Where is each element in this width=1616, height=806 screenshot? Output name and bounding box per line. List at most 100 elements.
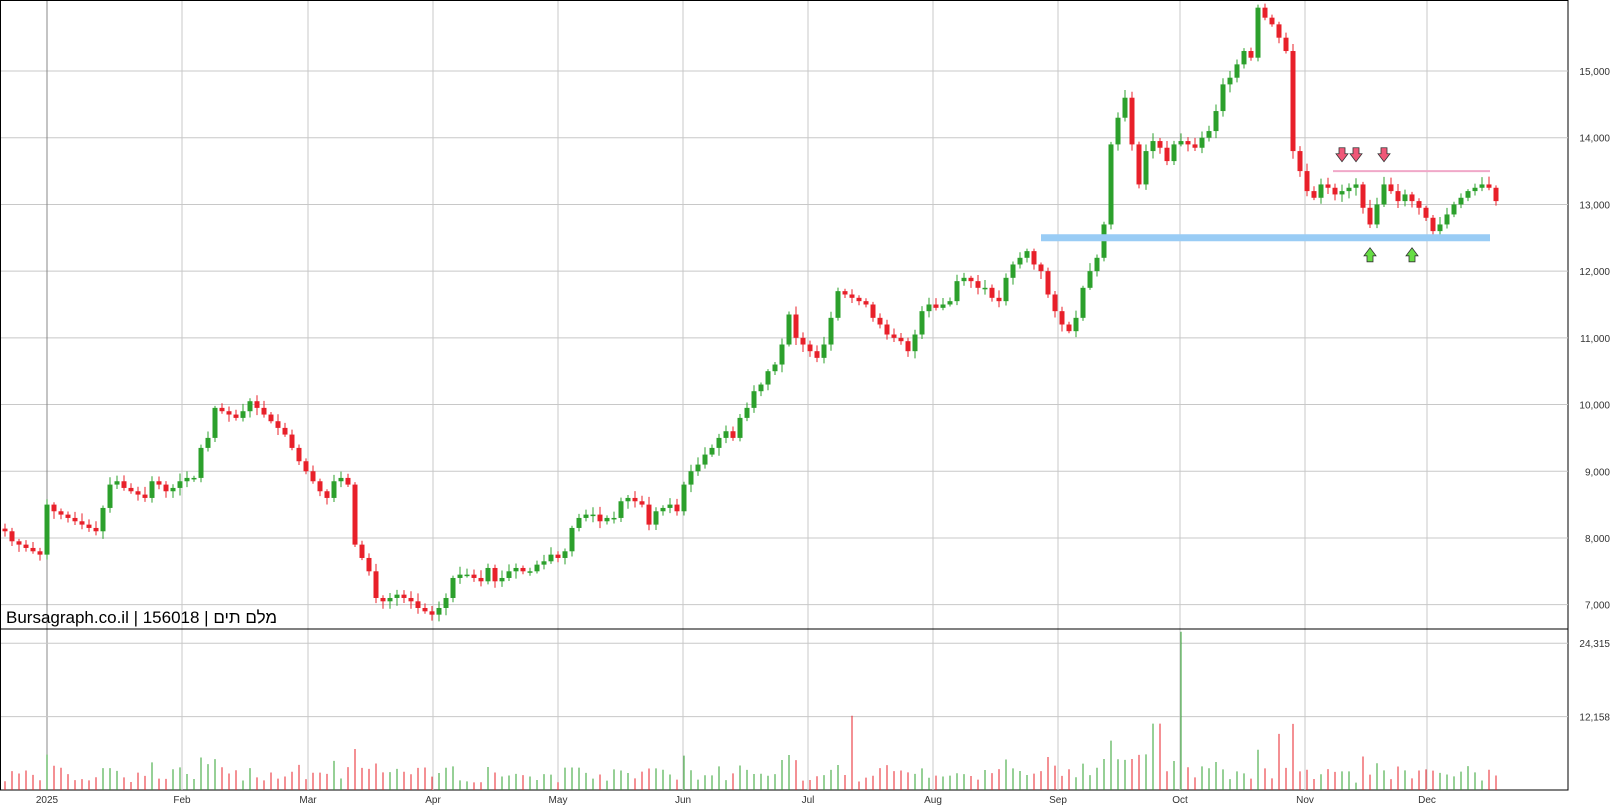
candle-body (499, 577, 505, 582)
candle-body (877, 317, 883, 325)
candle-body (569, 527, 575, 552)
candle-body (1381, 184, 1387, 205)
candle-body (401, 594, 407, 598)
candle-body (149, 481, 155, 498)
candle-body (394, 594, 400, 598)
candle-body (1402, 194, 1408, 202)
candle-body (541, 561, 547, 565)
candle-body (1458, 197, 1464, 205)
candle-body (1276, 24, 1282, 38)
candle-body (443, 597, 449, 608)
candle-body (1192, 144, 1198, 148)
candle-body (849, 294, 855, 298)
candle-body (1143, 151, 1149, 185)
candle-body (1136, 144, 1142, 185)
candle-body (324, 491, 330, 498)
time-axis-tick-label: Jun (675, 795, 691, 806)
candle-body (1374, 204, 1380, 225)
candle-body (408, 597, 414, 602)
candle-body (751, 391, 757, 408)
watermark-name: מלם תים (213, 608, 278, 627)
candle-body (261, 407, 267, 415)
candle-body (1213, 111, 1219, 132)
candle-body (1080, 287, 1086, 318)
candle-body (170, 487, 176, 492)
candle-body (226, 411, 232, 415)
candle-body (1409, 194, 1415, 202)
candle-body (842, 291, 848, 295)
price-axis-tick-label: 9,000 (1585, 467, 1610, 478)
price-axis-tick-label: 13,000 (1579, 200, 1610, 211)
candle-body (1185, 141, 1191, 145)
candle-body (1479, 184, 1485, 188)
candle-body (1437, 224, 1443, 232)
candle-body (758, 384, 764, 392)
candle-body (898, 337, 904, 342)
candle-body (1227, 77, 1233, 85)
time-axis-tick-label: Oct (1172, 795, 1188, 806)
candle-body (9, 531, 15, 542)
volume-axis-tick-label: 24,315 (1579, 639, 1610, 650)
candle-body (947, 301, 953, 305)
candle-body (695, 464, 701, 472)
candle-body (870, 304, 876, 318)
resistance-arrow-down-icon (1349, 147, 1363, 163)
candle-body (1115, 117, 1121, 145)
candle-body (1010, 264, 1016, 278)
candle-body (814, 351, 820, 358)
watermark-code: 156018 (142, 608, 200, 627)
time-axis-tick-label: Dec (1418, 795, 1436, 806)
candle-body (464, 574, 470, 577)
candle-body (254, 401, 260, 408)
watermark-site: Bursagraph.co.il (6, 608, 129, 627)
candle-body (128, 487, 134, 492)
candle-body (1486, 184, 1492, 188)
candle-body (548, 554, 554, 562)
price-axis-tick-label: 12,000 (1579, 267, 1610, 278)
candle-body (478, 577, 484, 582)
candle-body (716, 437, 722, 448)
candle-body (485, 567, 491, 582)
candle-body (1430, 217, 1436, 232)
candle-body (317, 481, 323, 492)
candle-body (1416, 201, 1422, 208)
time-axis-tick-label: May (549, 795, 568, 806)
candle-body (1493, 187, 1499, 202)
candle-body (303, 461, 309, 472)
candle-body (1073, 317, 1079, 332)
candle-body (205, 437, 211, 448)
candle-body (961, 277, 967, 282)
candle-body (1234, 64, 1240, 78)
candle-body (1262, 7, 1268, 18)
candle-body (1031, 251, 1037, 265)
candle-body (1248, 51, 1254, 58)
candle-body (275, 421, 281, 428)
candle-body (968, 277, 974, 282)
candle-body (940, 304, 946, 308)
candle-body (1017, 257, 1023, 265)
candle-body (352, 484, 358, 545)
candle-body (23, 544, 29, 548)
candle-body (772, 364, 778, 372)
candle-body (982, 287, 988, 290)
candle-body (1059, 311, 1065, 325)
candle-body (1325, 184, 1331, 188)
candle-body (793, 314, 799, 338)
candle-body (163, 484, 169, 492)
time-axis-tick-label: Aug (924, 795, 942, 806)
candle-body (590, 514, 596, 517)
candle-body (212, 407, 218, 438)
candle-body (856, 297, 862, 302)
candle-body (1206, 131, 1212, 138)
candle-body (198, 447, 204, 478)
volume-axis-tick-label: 12,158 (1579, 713, 1610, 724)
candle-body (520, 567, 526, 572)
candle-body (1052, 294, 1058, 312)
candle-body (1472, 187, 1478, 192)
candle-body (905, 341, 911, 352)
candle-body (1150, 141, 1156, 152)
candle-body (1087, 271, 1093, 288)
candle-body (177, 481, 183, 488)
candle-body (954, 281, 960, 302)
